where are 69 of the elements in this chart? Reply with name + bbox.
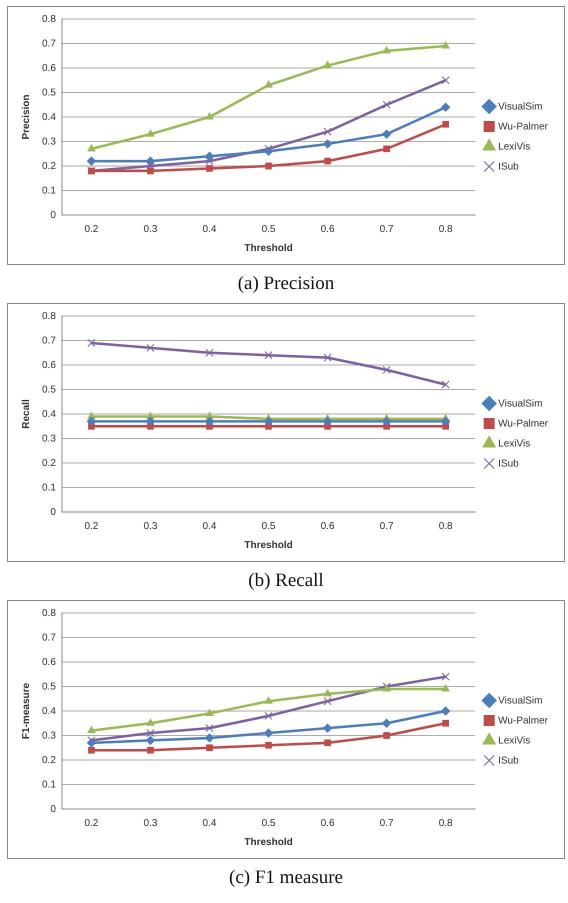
x-tick-label: 0.3 xyxy=(144,818,158,829)
text: (b) Recall xyxy=(247,570,325,592)
y-tick-label: 0.7 xyxy=(42,335,56,346)
y-tick-label: 0.3 xyxy=(42,433,56,444)
x-tick-label: 0.5 xyxy=(262,224,276,235)
y-axis-title: Precision xyxy=(20,94,32,140)
y-tick-label: 0.5 xyxy=(42,681,56,692)
x-tick-label: 0.3 xyxy=(144,520,158,532)
y-tick-label: 0.5 xyxy=(42,384,56,396)
y-tick-label: 0.6 xyxy=(42,360,56,371)
y-tick-label: 0.8 xyxy=(42,14,56,25)
y-tick-label: 0.6 xyxy=(42,62,56,74)
y-tick-label: 0.5 xyxy=(42,87,56,98)
x-tick-label: 0.7 xyxy=(380,818,394,829)
x-tick-label: 0.5 xyxy=(262,520,276,532)
y-tick-label: 0 xyxy=(50,804,56,815)
x-tick-label: 0.4 xyxy=(202,224,217,235)
x-tick-label: 0.8 xyxy=(438,818,454,829)
x-tick-label: 0.4 xyxy=(202,520,217,532)
y-axis-title: F1-measure xyxy=(20,682,32,740)
x-tick-label: 0.2 xyxy=(84,224,99,235)
x-tick-label: 0.7 xyxy=(380,224,394,235)
y-tick-label: 0.8 xyxy=(42,310,56,322)
y-tick-label: 0.2 xyxy=(42,160,56,172)
x-axis-title: Threshold xyxy=(244,540,293,551)
x-tick-label: 0.8 xyxy=(438,224,454,235)
legend-label: VisualSim xyxy=(498,398,542,410)
y-tick-label: 0.1 xyxy=(42,779,56,790)
legend-label: ISub xyxy=(498,161,520,172)
text: (a) Precision xyxy=(236,273,336,295)
legend-label: VisualSim xyxy=(498,695,542,706)
x-tick-label: 0.2 xyxy=(84,520,99,532)
y-tick-label: 0.1 xyxy=(42,185,56,196)
x-axis-title: Threshold xyxy=(244,836,293,848)
legend-label: LexiVis xyxy=(498,735,530,746)
x-tick-label: 0.8 xyxy=(438,520,454,532)
x-tick-label: 0.7 xyxy=(380,520,394,532)
y-tick-label: 0 xyxy=(50,210,56,221)
y-tick-label: 0.1 xyxy=(42,482,56,494)
x-tick-label: 0.6 xyxy=(320,818,335,829)
y-tick-label: 0.6 xyxy=(42,656,56,668)
y-tick-label: 0.7 xyxy=(42,38,56,50)
y-axis-title: Recall xyxy=(20,399,32,429)
x-tick-label: 0.4 xyxy=(202,818,217,829)
legend-label: LexiVis xyxy=(498,438,530,450)
y-tick-label: 0.2 xyxy=(42,458,56,469)
x-tick-label: 0.5 xyxy=(262,818,276,829)
legend-label: ISub xyxy=(498,755,520,766)
legend-label: Wu-Palmer xyxy=(498,715,549,726)
x-axis-title: Threshold xyxy=(244,242,293,254)
x-tick-label: 0.2 xyxy=(84,818,99,829)
x-tick-label: 0.3 xyxy=(144,224,158,235)
legend-label: ISub xyxy=(498,458,520,470)
y-tick-label: 0.3 xyxy=(42,136,56,148)
legend-label: Wu-Palmer xyxy=(498,418,549,430)
y-tick-label: 0.7 xyxy=(42,632,56,644)
x-tick-label: 0.6 xyxy=(320,224,335,235)
y-tick-label: 0.4 xyxy=(42,408,56,420)
x-tick-label: 0.6 xyxy=(320,520,335,532)
legend-label: LexiVis xyxy=(498,141,530,152)
legend-label: Wu-Palmer xyxy=(498,121,549,132)
text: (c) F1 measure xyxy=(228,867,344,889)
y-tick-label: 0.4 xyxy=(42,112,56,123)
y-tick-label: 0 xyxy=(50,506,56,518)
y-tick-label: 0.2 xyxy=(42,754,56,766)
y-tick-label: 0.3 xyxy=(42,730,56,742)
legend-label: VisualSim xyxy=(498,101,542,112)
y-tick-label: 0.4 xyxy=(42,706,56,717)
y-tick-label: 0.8 xyxy=(42,608,56,619)
